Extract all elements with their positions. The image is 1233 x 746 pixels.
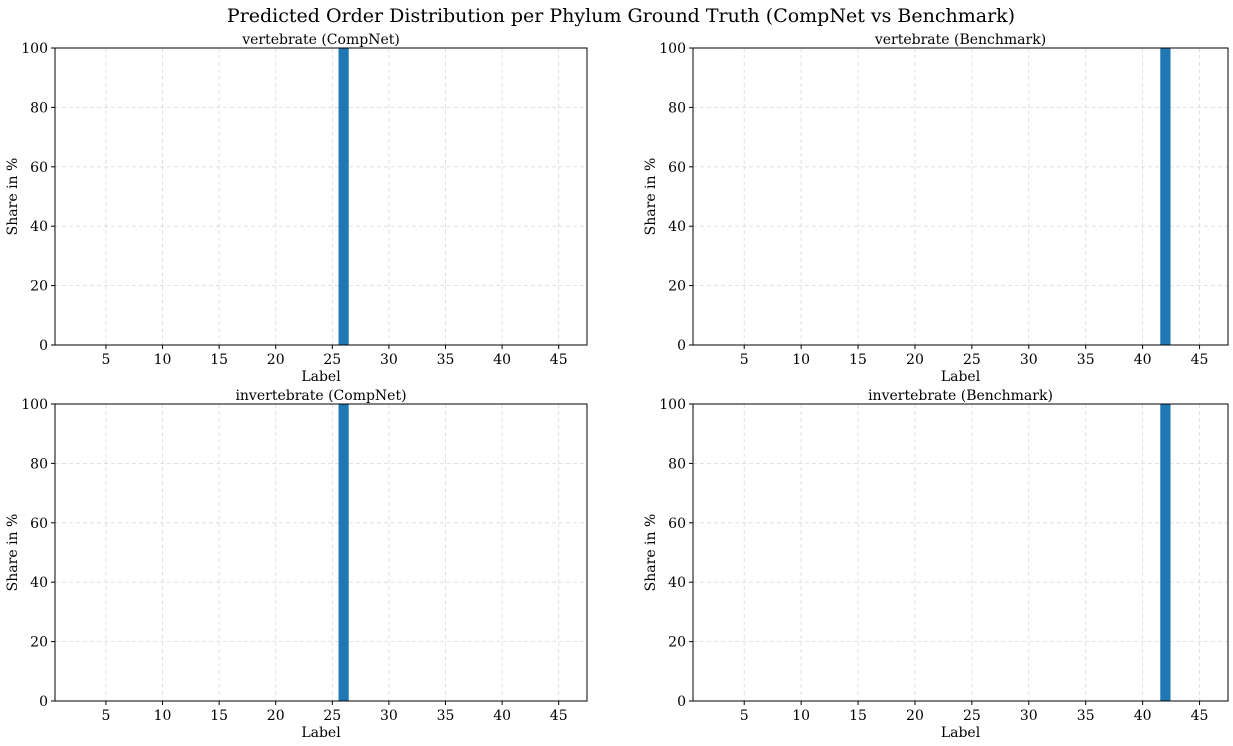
x-tick-label: 5 bbox=[740, 708, 749, 724]
bar bbox=[338, 48, 349, 345]
y-axis-label: Share in % bbox=[5, 514, 21, 592]
x-axis-label: Label bbox=[301, 369, 341, 385]
y-tick-label: 80 bbox=[30, 100, 48, 116]
x-tick-label: 45 bbox=[550, 708, 568, 724]
x-axis-label: Label bbox=[941, 369, 981, 385]
x-tick-label: 30 bbox=[380, 352, 398, 368]
x-tick-label: 40 bbox=[493, 708, 511, 724]
y-tick-label: 60 bbox=[668, 516, 686, 532]
x-tick-label: 5 bbox=[101, 352, 110, 368]
y-tick-label: 80 bbox=[668, 100, 686, 116]
y-axis-label: Share in % bbox=[643, 514, 659, 592]
x-tick-label: 45 bbox=[1191, 352, 1209, 368]
axes-frame bbox=[54, 403, 588, 702]
x-tick-label: 15 bbox=[849, 708, 867, 724]
y-tick-label: 20 bbox=[30, 279, 48, 295]
subplot-grid: 5 10 15 20 25 30 35 40 45020406080100vertebrate … bbox=[5, 32, 1229, 741]
x-tick-label: 35 bbox=[437, 708, 455, 724]
x-tick-label: 35 bbox=[1077, 352, 1095, 368]
y-tick-label: 100 bbox=[21, 41, 48, 57]
x-tick-label: 20 bbox=[906, 352, 924, 368]
subplot-2: 5 10 15 20 25 30 35 40 45 0 20 40 60 80 100 vertebrate … bbox=[643, 32, 1229, 385]
x-tick-label: 10 bbox=[154, 708, 172, 724]
y-tick-label: 40 bbox=[668, 219, 686, 235]
axes-frame bbox=[692, 403, 1229, 702]
y-tick-label: 40 bbox=[30, 219, 48, 235]
x-tick-label: 10 bbox=[792, 708, 810, 724]
y-tick-label: 20 bbox=[668, 279, 686, 295]
x-tick-label: 20 bbox=[267, 352, 285, 368]
x-tick-label: 20 bbox=[906, 708, 924, 724]
y-tick-label: 0 bbox=[677, 694, 686, 710]
y-tick-label: 40 bbox=[668, 575, 686, 591]
x-tick-label: 10 bbox=[154, 352, 172, 368]
subplot-1: 5 10 15 20 25 30 35 40 45 0 20 40 60 80 100 vertebrate … bbox=[5, 32, 588, 385]
y-axis-label: Share in % bbox=[643, 158, 659, 236]
y-tick-label: 100 bbox=[659, 397, 686, 413]
y-tick-label: 40 bbox=[30, 575, 48, 591]
subplot-title: invertebrate (CompNet) bbox=[235, 388, 406, 404]
x-tick-label: 30 bbox=[1020, 708, 1038, 724]
bar bbox=[1160, 48, 1171, 345]
x-tick-label: 40 bbox=[1134, 352, 1152, 368]
y-tick-label: 0 bbox=[677, 338, 686, 354]
y-tick-label: 60 bbox=[30, 516, 48, 532]
subplot-title: invertebrate (Benchmark) bbox=[868, 388, 1053, 404]
y-tick-label: 80 bbox=[668, 456, 686, 472]
bar bbox=[338, 404, 349, 701]
y-tick-label: 0 bbox=[39, 338, 48, 354]
y-tick-label: 80 bbox=[30, 456, 48, 472]
x-tick-label: 25 bbox=[323, 708, 341, 724]
figure-title: Predicted Order Distribution per Phylum … bbox=[227, 5, 1015, 27]
x-tick-label: 5 bbox=[740, 352, 749, 368]
x-tick-label: 15 bbox=[849, 352, 867, 368]
y-tick-label: 60 bbox=[30, 160, 48, 176]
x-axis-label: Label bbox=[301, 725, 341, 741]
subplot-4: 5 10 15 20 25 30 35 40 45 0 20 40 60 80 100 invertebrat… bbox=[643, 388, 1229, 741]
x-tick-label: 5 bbox=[101, 708, 110, 724]
x-tick-label: 35 bbox=[1077, 708, 1095, 724]
bar bbox=[1160, 404, 1171, 701]
y-tick-label: 20 bbox=[668, 635, 686, 651]
x-tick-label: 25 bbox=[963, 352, 981, 368]
axes-frame bbox=[692, 47, 1229, 346]
x-tick-label: 30 bbox=[1020, 352, 1038, 368]
x-tick-label: 45 bbox=[1191, 708, 1209, 724]
x-axis-label: Label bbox=[941, 725, 981, 741]
x-tick-label: 40 bbox=[493, 352, 511, 368]
x-tick-label: 15 bbox=[210, 352, 228, 368]
x-tick-label: 25 bbox=[323, 352, 341, 368]
y-tick-label: 20 bbox=[30, 635, 48, 651]
x-tick-label: 10 bbox=[792, 352, 810, 368]
subplot-3: 5 10 15 20 25 30 35 40 45 0 20 40 60 80 100 invertebrat… bbox=[5, 388, 588, 741]
y-axis-label: Share in % bbox=[5, 158, 21, 236]
x-tick-label: 25 bbox=[963, 708, 981, 724]
subplot-title: vertebrate (Benchmark) bbox=[874, 32, 1046, 48]
axes-frame bbox=[54, 47, 588, 346]
x-tick-label: 20 bbox=[267, 708, 285, 724]
y-tick-label: 60 bbox=[668, 160, 686, 176]
y-tick-label: 0 bbox=[39, 694, 48, 710]
x-tick-label: 45 bbox=[550, 352, 568, 368]
x-tick-label: 40 bbox=[1134, 708, 1152, 724]
x-tick-label: 15 bbox=[210, 708, 228, 724]
x-tick-label: 30 bbox=[380, 708, 398, 724]
y-tick-label: 100 bbox=[21, 397, 48, 413]
subplot-title: vertebrate (CompNet) bbox=[241, 32, 400, 48]
y-tick-label: 100 bbox=[659, 41, 686, 57]
x-tick-label: 35 bbox=[437, 352, 455, 368]
